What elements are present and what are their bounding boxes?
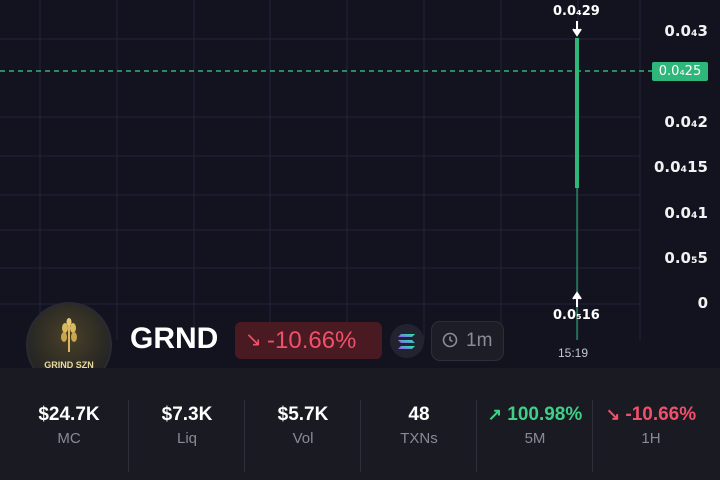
stat-label: TXNs — [400, 430, 438, 447]
stat-label: 5M — [524, 430, 546, 447]
stat-change-1h-value: -10.66% — [625, 404, 697, 425]
token-symbol: GRND — [130, 322, 219, 355]
stat-change-5m-value: 100.98% — [507, 404, 583, 425]
token-header: GRIND SZN A GRINDLE & WHEAT PROJECT GRND… — [0, 300, 720, 388]
stat-value: $7.3K — [161, 404, 213, 425]
y-axis-label: 0.0₅5 — [664, 249, 708, 267]
price-change-badge: ↘ -10.66% — [235, 322, 382, 359]
stat-divider — [476, 400, 477, 472]
stat-label: MC — [57, 430, 81, 447]
stat-label: Vol — [292, 430, 314, 447]
stat-label: 1H — [641, 430, 661, 447]
stat-market-cap: $24.7K MC — [10, 368, 128, 480]
interval-selector[interactable]: 1m — [431, 321, 504, 361]
stat-change-5m: ↗ 100.98% 5M — [477, 368, 593, 480]
stat-liquidity: $7.3K Liq — [129, 368, 245, 480]
interval-value: 1m — [466, 330, 493, 351]
stats-bar: $24.7K MC $7.3K Liq $5.7K Vol 48 TXNs ↗ … — [0, 368, 720, 480]
stat-value-down: ↘ -10.66% — [593, 404, 709, 426]
stat-value-up: ↗ 100.98% — [477, 404, 593, 426]
grid-lines — [0, 0, 641, 340]
solana-icon[interactable] — [390, 324, 424, 358]
x-axis-time-label: 15:19 — [558, 346, 589, 360]
y-axis-label: 0.0₄15 — [653, 158, 708, 176]
avatar-brand-text: GRIND SZN — [44, 360, 94, 370]
wheat-icon — [61, 318, 77, 352]
stat-value: 48 — [408, 404, 430, 425]
stat-value: $24.7K — [38, 404, 100, 425]
low-price-annotation: 0.0₅16 — [553, 308, 600, 323]
clock-icon — [442, 332, 458, 348]
stat-divider — [244, 400, 245, 472]
arrow-down-right-icon: ↘ — [605, 405, 621, 424]
current-price-tag: 0.0₄25 — [652, 62, 708, 81]
stat-divider — [360, 400, 361, 472]
stat-volume: $5.7K Vol — [245, 368, 361, 480]
chart-svg — [0, 0, 652, 340]
stat-label: Liq — [176, 430, 198, 447]
stat-change-1h: ↘ -10.66% 1H — [593, 368, 709, 480]
y-axis-label: 0.0₄1 — [664, 204, 708, 222]
arrow-down-right-icon: ↘ — [245, 329, 262, 351]
y-axis-label: 0.0₄2 — [664, 113, 708, 131]
stat-value: $5.7K — [277, 404, 329, 425]
candle-body — [575, 38, 579, 188]
low-marker-arrow — [572, 291, 582, 307]
price-chart[interactable]: 0.0₄29 0.0₅16 0.0₄3 0.0₄2 0.0₄15 0.0₄1 0… — [0, 0, 720, 368]
price-change-value: -10.66% — [267, 327, 357, 354]
high-marker-arrow — [572, 21, 582, 37]
arrow-up-right-icon: ↗ — [487, 405, 502, 424]
stat-transactions: 48 TXNs — [361, 368, 477, 480]
stat-divider — [592, 400, 593, 472]
stat-divider — [128, 400, 129, 472]
y-axis-label: 0.0₄3 — [664, 22, 708, 40]
high-price-annotation: 0.0₄29 — [553, 4, 600, 19]
y-axis-label: 0 — [697, 294, 708, 312]
